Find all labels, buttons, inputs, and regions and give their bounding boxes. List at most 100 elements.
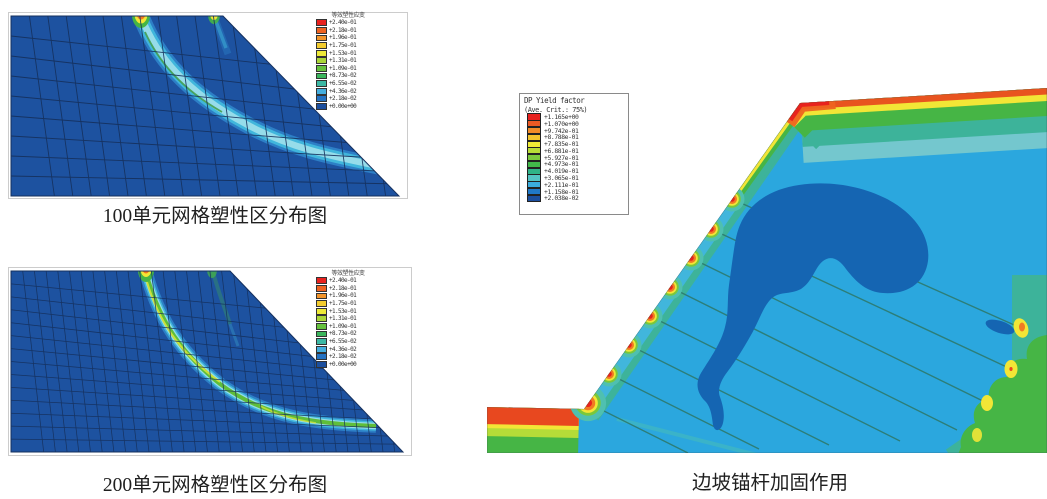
- legend-row: +1.09e-01: [316, 322, 380, 331]
- secondary-top-spot: [208, 16, 232, 56]
- legend-rows: +2.40e-01 +2.18e-01 +1.96e-01 +1.75e-01 +1.5…: [316, 277, 380, 368]
- legend-swatch: [316, 360, 327, 368]
- legend-swatch: [527, 188, 541, 196]
- legend-swatch: [316, 26, 327, 34]
- legend-value: +2.111e-01: [544, 180, 579, 189]
- legend-row: +4.019e-01: [527, 167, 624, 176]
- legend-row: +2.40e-01: [316, 19, 380, 27]
- mesh-line: [11, 386, 363, 411]
- mesh-line: [57, 271, 80, 452]
- slope-legend: DP Yield factor (Ave. Crit.: 75%) +1.165…: [519, 93, 629, 215]
- legend-value: +4.36e-02: [329, 345, 357, 353]
- mesh-line: [115, 271, 138, 452]
- legend-value: +2.18e-01: [329, 285, 357, 292]
- legend-swatch: [316, 338, 327, 345]
- legend-row: +2.18e-02: [316, 353, 380, 361]
- legend-swatch: [316, 64, 327, 72]
- legend-row: +6.55e-02: [316, 338, 380, 346]
- legend-value: +8.788e-01: [544, 133, 579, 142]
- legend-swatch: [316, 277, 327, 285]
- legend-swatch: [316, 102, 327, 110]
- legend-row: +4.36e-02: [316, 345, 380, 353]
- legend-row: +1.96e-01: [316, 292, 380, 300]
- mesh-line: [378, 16, 399, 196]
- legend-row: +1.165e+00: [527, 113, 624, 121]
- legend-row: +8.73e-02: [316, 72, 380, 80]
- mesh-line: [11, 438, 396, 445]
- mesh-line: [139, 16, 166, 196]
- legend-row: +1.75e-01: [316, 42, 380, 50]
- legend-row: +4.36e-02: [316, 87, 380, 95]
- anchor-hotspot-ring: [727, 194, 737, 204]
- mesh-line: [11, 75, 315, 110]
- legend-row: +5.927e-01: [527, 154, 624, 162]
- legend-swatch: [527, 113, 541, 121]
- legend-row: +2.18e-02: [316, 95, 380, 103]
- legend-row: +3.065e-01: [527, 174, 624, 182]
- legend-swatch: [316, 87, 327, 95]
- legend-value: +1.070e+00: [544, 119, 579, 128]
- low-yield-patch: [985, 319, 1015, 335]
- mesh-line: [162, 271, 185, 452]
- mesh-line: [396, 271, 403, 452]
- legend-swatch: [527, 181, 541, 189]
- mesh-line: [11, 296, 284, 328]
- mesh200-legend: 等效塑性应变 +2.40e-01 +2.18e-01 +1.96e-01 +1.75e…: [316, 270, 380, 368]
- legend-value: +6.55e-02: [329, 80, 357, 87]
- mesh-line: [11, 135, 362, 158]
- legend-swatch: [527, 194, 541, 203]
- legend-row: +1.31e-01: [316, 315, 380, 323]
- caption-mesh100: 100单元网格塑性区分布图: [102, 206, 328, 227]
- toe-bands: [487, 362, 580, 453]
- legend-value: +0.00e+00: [329, 103, 357, 110]
- legend-value: +4.36e-02: [329, 87, 357, 95]
- legend-row: +1.31e-01: [316, 57, 380, 65]
- legend-row: +6.55e-02: [316, 80, 380, 88]
- legend-title: 等效塑性应变: [331, 270, 365, 277]
- domain-outline: [10, 270, 405, 453]
- mesh-line: [11, 374, 354, 401]
- mesh-line: [396, 16, 399, 196]
- legend-row: +8.788e-01: [527, 133, 624, 142]
- legend-value: +4.019e-01: [544, 167, 579, 176]
- mesh-line: [11, 155, 375, 172]
- anchor-rods: [587, 198, 1022, 453]
- mesh-line: [22, 271, 45, 452]
- legend-value: +1.09e-01: [329, 65, 357, 72]
- anchor-hotspot-ring: [583, 398, 593, 408]
- legend-value: +2.038e-02: [544, 194, 579, 203]
- mesh-line: [102, 16, 129, 196]
- legend-swatch: [527, 147, 541, 155]
- legend-value: +2.18e-02: [329, 95, 357, 103]
- legend-swatch: [316, 353, 327, 361]
- anchor-hotspot-ring: [624, 340, 634, 350]
- rod-end-hotspots: [972, 318, 1029, 442]
- right-edge-bands: [616, 275, 1047, 453]
- mesh-line: [84, 16, 111, 196]
- legend-swatch: [316, 72, 327, 80]
- legend-row: +2.18e-01: [316, 26, 380, 35]
- legend-row: +0.00e+00: [316, 102, 380, 111]
- legend-row: +1.09e-01: [316, 64, 380, 73]
- mesh-line: [11, 335, 324, 369]
- mesh-line: [47, 16, 74, 196]
- legend-swatch: [316, 322, 327, 330]
- anchor-rod: [587, 402, 689, 453]
- legend-value: +1.53e-01: [329, 307, 357, 315]
- mesh-line: [232, 271, 255, 452]
- domain-outline: [487, 88, 1047, 453]
- legend-value: +1.96e-01: [329, 34, 357, 42]
- legend-swatch: [316, 57, 327, 65]
- legend-swatch: [316, 42, 327, 49]
- slip-band-yellow-core: [146, 281, 221, 383]
- mesh-line: [69, 271, 91, 452]
- anchor-rod: [628, 344, 830, 446]
- caption-slope: 边坡锚杆加固作用: [691, 473, 848, 494]
- legend-subtitle: (Ave. Crit.: 75%): [524, 105, 588, 114]
- legend-value: +1.31e-01: [329, 57, 357, 65]
- legend-swatch: [527, 120, 541, 128]
- legend-swatch: [316, 315, 327, 323]
- legend-rows: +2.40e-01 +2.18e-01 +1.96e-01 +1.75e-01 +1.5…: [316, 19, 380, 110]
- mesh-line: [92, 271, 115, 452]
